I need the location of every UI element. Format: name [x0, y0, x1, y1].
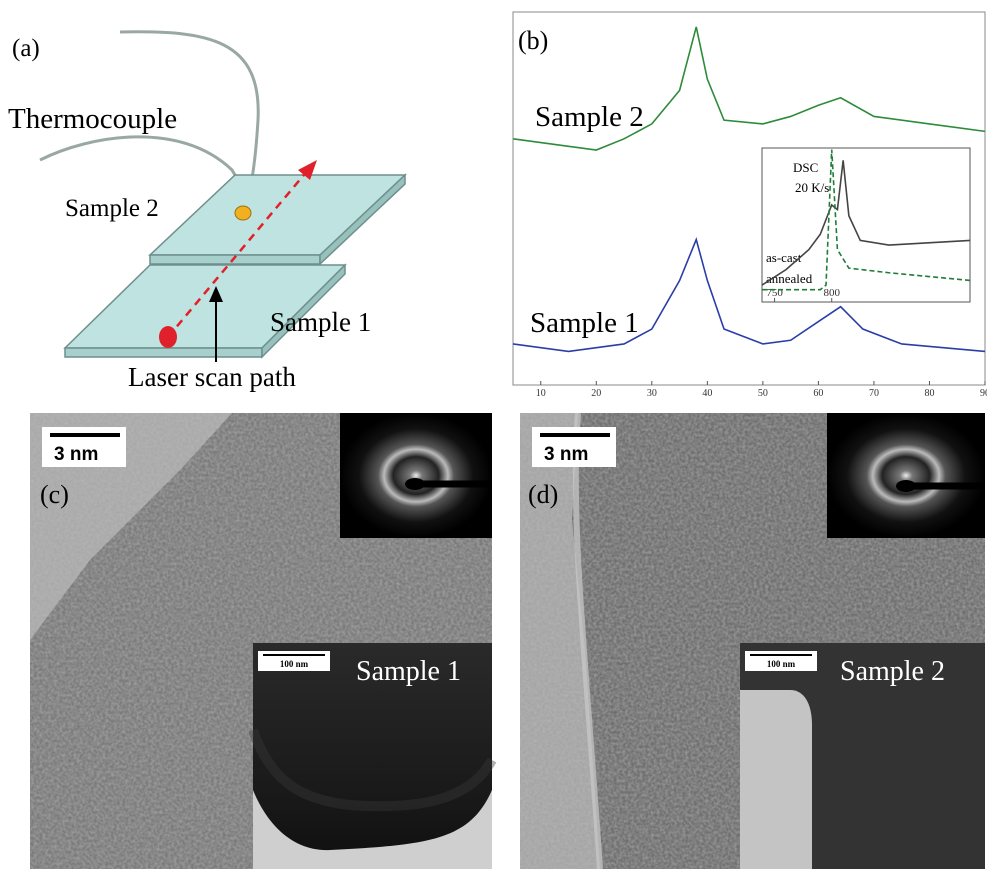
sample-label: Sample 2: [840, 656, 945, 687]
scan-path-label: Laser scan path: [128, 362, 296, 392]
thermocouple-tip: [234, 205, 252, 221]
laser-spot: [159, 326, 177, 348]
pointer-head: [209, 286, 223, 302]
panel-d: 3 nm (d) 100 nm Sample 2: [520, 412, 985, 869]
panel-label: (b): [518, 26, 548, 55]
scale-bar: [540, 433, 610, 437]
inset-scale-bar: [750, 654, 812, 656]
diffraction-inset: [340, 413, 492, 538]
x-tick-label: 90: [980, 388, 987, 399]
panel-label: (c): [40, 480, 69, 509]
series-line: [512, 237, 986, 353]
x-tick-label: 70: [869, 388, 879, 399]
inset-frame: [761, 147, 971, 303]
x-tick-label: 80: [924, 388, 934, 399]
thermocouple-label: Thermocouple: [8, 103, 177, 135]
panel-label: (a): [12, 35, 40, 62]
series-line: [762, 149, 971, 291]
plate-1-side: [261, 263, 346, 359]
sample-1-label: Sample 1: [270, 307, 371, 337]
inset-scale-bar-label: 100 nm: [767, 659, 796, 669]
x-tick-label: 750: [766, 287, 783, 299]
scale-bar: [50, 433, 120, 437]
x-tick-label: 10: [536, 388, 546, 399]
inset-title: DSC: [793, 160, 818, 175]
inset-series-label: as-cast: [766, 250, 802, 265]
series-label: Sample 1: [530, 307, 639, 339]
x-tick-label: 50: [758, 388, 768, 399]
panel-c: 3 nm (c) 100 nm Sample 1: [30, 413, 497, 869]
scan-arrow: [298, 160, 317, 180]
diffraction-inset: [827, 413, 985, 538]
sample-region: [253, 643, 492, 851]
series-line: [512, 26, 986, 151]
sample-label: Sample 1: [356, 656, 461, 687]
beam-stop: [405, 478, 425, 490]
sample-2-label: Sample 2: [65, 195, 159, 222]
x-tick-label: 30: [647, 388, 657, 399]
scale-bar-label: 3 nm: [544, 444, 588, 465]
inset-scale-bar-label: 100 nm: [280, 659, 309, 669]
beam-stop: [896, 480, 916, 492]
vacuum-region: [740, 690, 812, 869]
panel-label: (d): [528, 480, 558, 509]
panel-a: (a) Thermocouple Sample 2 Sample 1 Laser…: [8, 30, 407, 392]
series-label: Sample 2: [535, 101, 644, 133]
inset-subtitle: 20 K/s: [795, 180, 829, 195]
x-tick-label: 800: [823, 287, 840, 299]
scale-bar-label: 3 nm: [54, 444, 98, 465]
panel-b: (b) Sample 2 Sample 1 DSC 20 K/s as-cast…: [512, 11, 987, 399]
x-tick-label: 60: [813, 388, 823, 399]
series-line: [761, 160, 971, 286]
plate-1-edge: [64, 347, 263, 358]
x-tick-label: 20: [591, 388, 601, 399]
inset-scale-bar: [263, 654, 325, 656]
plate-2-side: [319, 173, 406, 266]
x-tick-label: 40: [702, 388, 712, 399]
sample-edge: [248, 728, 497, 812]
